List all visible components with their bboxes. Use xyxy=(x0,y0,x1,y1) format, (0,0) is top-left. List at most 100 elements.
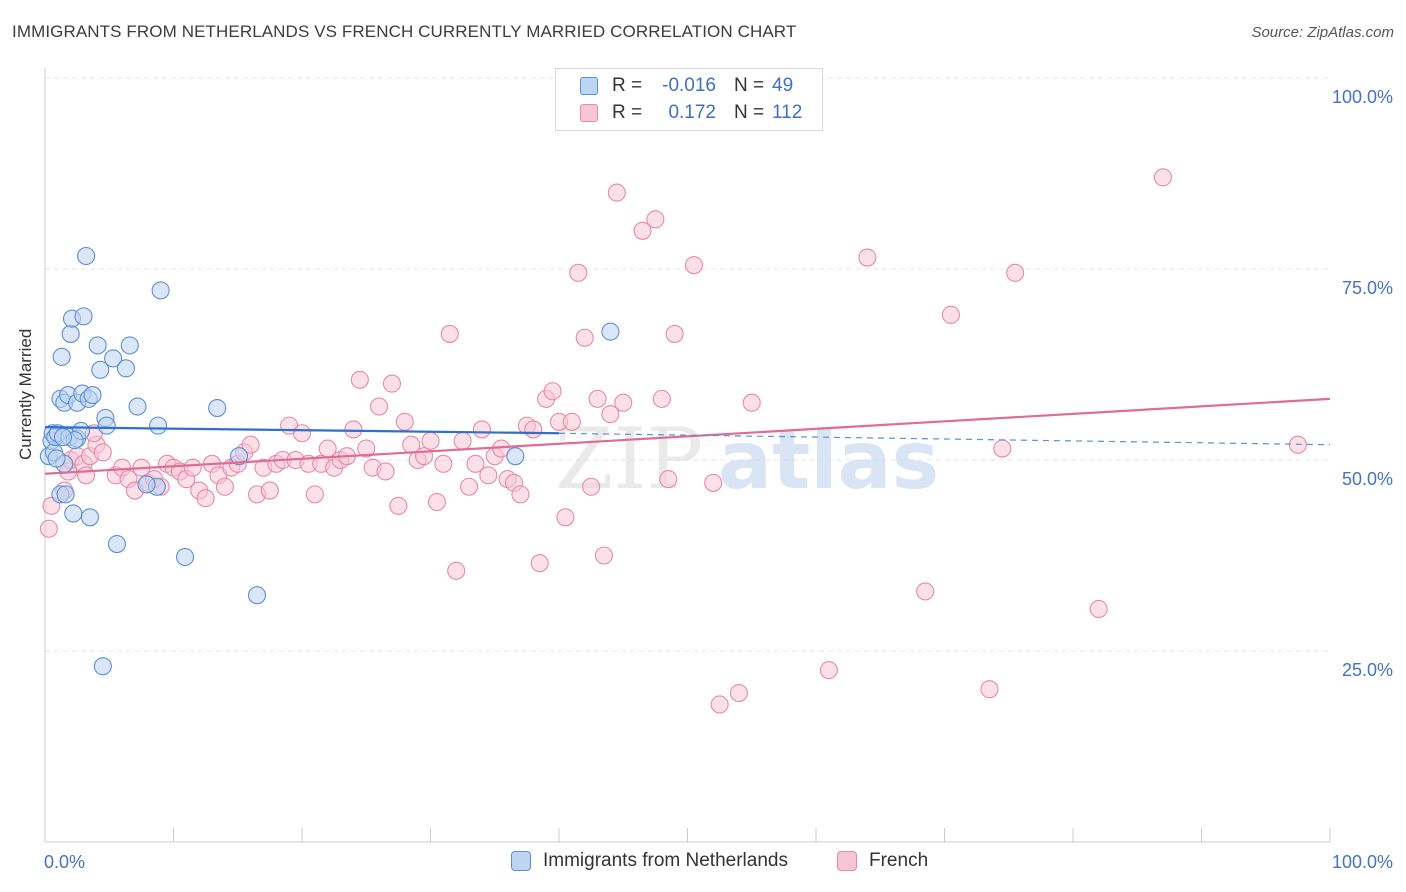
french-point xyxy=(376,462,395,481)
netherlands-point xyxy=(47,449,66,468)
r-value: -0.016 xyxy=(662,75,716,96)
french-point xyxy=(665,324,684,343)
n-label: N = xyxy=(734,75,765,96)
netherlands-point xyxy=(137,475,156,494)
netherlands-point xyxy=(97,416,116,435)
netherlands-point xyxy=(149,416,168,435)
french-point xyxy=(77,466,96,485)
netherlands-point xyxy=(247,586,267,605)
french-point xyxy=(453,431,472,450)
netherlands-point xyxy=(88,336,107,355)
french-point xyxy=(395,412,414,431)
pink-swatch-icon xyxy=(580,104,598,122)
n-value: 112 xyxy=(772,102,803,123)
french-point xyxy=(466,454,485,473)
netherlands-point xyxy=(506,447,525,466)
french-point xyxy=(183,458,202,477)
french-point xyxy=(633,221,652,240)
french-point xyxy=(742,393,761,412)
legend-item-netherlands: Immigrants from Netherlands xyxy=(511,850,788,872)
netherlands-point xyxy=(80,508,100,527)
r-value: 0.172 xyxy=(668,102,716,123)
netherlands-point xyxy=(176,547,195,567)
french-point xyxy=(614,393,633,412)
legend-label: French xyxy=(869,850,929,871)
watermark: ZIP atlas xyxy=(555,410,939,508)
r-label: R = xyxy=(612,75,643,96)
legend-label: Immigrants from Netherlands xyxy=(543,850,788,871)
y-tick-label: 25.0% xyxy=(1341,660,1393,680)
french-point xyxy=(916,582,935,601)
blue-swatch-icon xyxy=(580,77,598,95)
french-point xyxy=(858,248,877,267)
french-point xyxy=(684,256,703,275)
french-point xyxy=(710,695,729,714)
french-point xyxy=(382,374,402,393)
french-point xyxy=(440,324,459,343)
french-point xyxy=(459,477,479,496)
grid-lines xyxy=(45,77,1330,652)
x-tick-label: 0.0% xyxy=(44,852,86,872)
netherlands-point xyxy=(104,349,123,368)
pink-swatch-icon xyxy=(837,851,857,871)
french-point xyxy=(447,561,466,580)
french-point xyxy=(421,431,440,450)
french-point xyxy=(241,435,260,454)
french-point xyxy=(389,496,408,515)
french-point xyxy=(543,382,562,401)
netherlands-point xyxy=(107,534,127,554)
watermark-atlas: atlas xyxy=(718,414,939,507)
x-tick-label: 100.0% xyxy=(1331,852,1393,872)
netherlands-trend-line xyxy=(44,426,560,435)
french-point xyxy=(588,389,607,408)
french-point xyxy=(370,397,389,416)
netherlands-point xyxy=(74,307,93,326)
french-point xyxy=(993,439,1012,458)
french-point xyxy=(472,420,491,439)
netherlands-point xyxy=(77,246,96,266)
french-point xyxy=(594,546,614,565)
netherlands-point xyxy=(53,428,73,447)
french-point xyxy=(601,405,620,424)
netherlands-point xyxy=(83,386,102,405)
trend-lines xyxy=(44,397,1331,475)
netherlands-point xyxy=(91,360,110,379)
blue-swatch-icon xyxy=(511,851,531,871)
french-point xyxy=(575,328,594,347)
source-credit: Source: ZipAtlas.com xyxy=(1251,24,1394,41)
french-point xyxy=(607,183,626,202)
r-label: R = xyxy=(612,102,643,123)
legend-row-netherlands: R = -0.016 N = 49 xyxy=(580,74,793,98)
french-point xyxy=(350,370,369,389)
french-point xyxy=(659,470,678,489)
french-trend-line xyxy=(44,397,1331,475)
correlation-legend: R = -0.016 N = 49 R = 0.172 N = 112 xyxy=(555,68,823,131)
netherlands-point xyxy=(601,322,620,341)
netherlands-point xyxy=(128,397,147,416)
french-point xyxy=(215,477,234,496)
french-point xyxy=(704,473,723,492)
french-point xyxy=(652,389,671,408)
french-point xyxy=(511,485,530,504)
chart-title: IMMIGRANTS FROM NETHERLANDS VS FRENCH CU… xyxy=(12,22,797,41)
french-point xyxy=(582,477,601,496)
french-point xyxy=(292,424,312,443)
french-point xyxy=(1089,599,1108,619)
french-point xyxy=(556,508,575,527)
french-point xyxy=(427,492,446,512)
netherlands-trend-extension xyxy=(558,432,1331,446)
french-point xyxy=(344,420,363,439)
series-legend: Immigrants from Netherlands French xyxy=(0,850,1406,878)
legend-row-french: R = 0.172 N = 112 xyxy=(580,101,802,125)
french-point xyxy=(1006,263,1025,282)
netherlands-point xyxy=(116,359,136,378)
netherlands-point xyxy=(64,504,83,523)
netherlands-point xyxy=(229,447,249,466)
series-netherlands-points xyxy=(39,246,620,676)
french-point xyxy=(729,683,748,703)
french-point xyxy=(941,305,960,324)
y-tick-label: 75.0% xyxy=(1341,278,1393,298)
french-point xyxy=(980,680,999,699)
y-tick-label: 100.0% xyxy=(1331,87,1393,107)
